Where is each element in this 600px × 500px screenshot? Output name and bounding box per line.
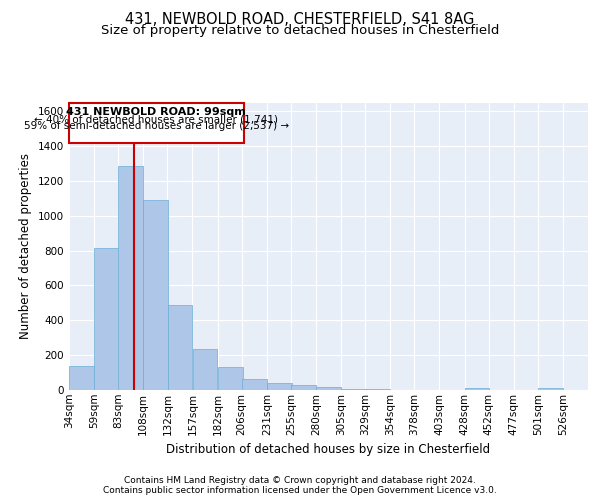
Y-axis label: Number of detached properties: Number of detached properties — [19, 153, 32, 340]
Bar — [267, 383, 292, 390]
Bar — [143, 200, 168, 390]
Bar — [538, 388, 563, 390]
Bar — [167, 304, 193, 390]
Bar — [242, 378, 266, 390]
Text: 431 NEWBOLD ROAD: 99sqm: 431 NEWBOLD ROAD: 99sqm — [67, 106, 246, 117]
Text: 431, NEWBOLD ROAD, CHESTERFIELD, S41 8AG: 431, NEWBOLD ROAD, CHESTERFIELD, S41 8AG — [125, 12, 475, 28]
Bar — [341, 388, 366, 390]
Text: Size of property relative to detached houses in Chesterfield: Size of property relative to detached ho… — [101, 24, 499, 37]
Bar — [193, 349, 217, 390]
Text: 59% of semi-detached houses are larger (2,537) →: 59% of semi-detached houses are larger (… — [24, 121, 289, 131]
Bar — [118, 166, 143, 390]
Text: Contains public sector information licensed under the Open Government Licence v3: Contains public sector information licen… — [103, 486, 497, 495]
Bar — [69, 366, 94, 390]
Bar — [94, 248, 119, 390]
Bar — [291, 385, 316, 390]
Bar — [316, 388, 341, 390]
Bar — [464, 388, 490, 390]
Text: ← 40% of detached houses are smaller (1,741): ← 40% of detached houses are smaller (1,… — [34, 114, 278, 124]
X-axis label: Distribution of detached houses by size in Chesterfield: Distribution of detached houses by size … — [166, 443, 491, 456]
Bar — [69, 104, 244, 144]
Text: Contains HM Land Registry data © Crown copyright and database right 2024.: Contains HM Land Registry data © Crown c… — [124, 476, 476, 485]
Bar — [218, 368, 242, 390]
